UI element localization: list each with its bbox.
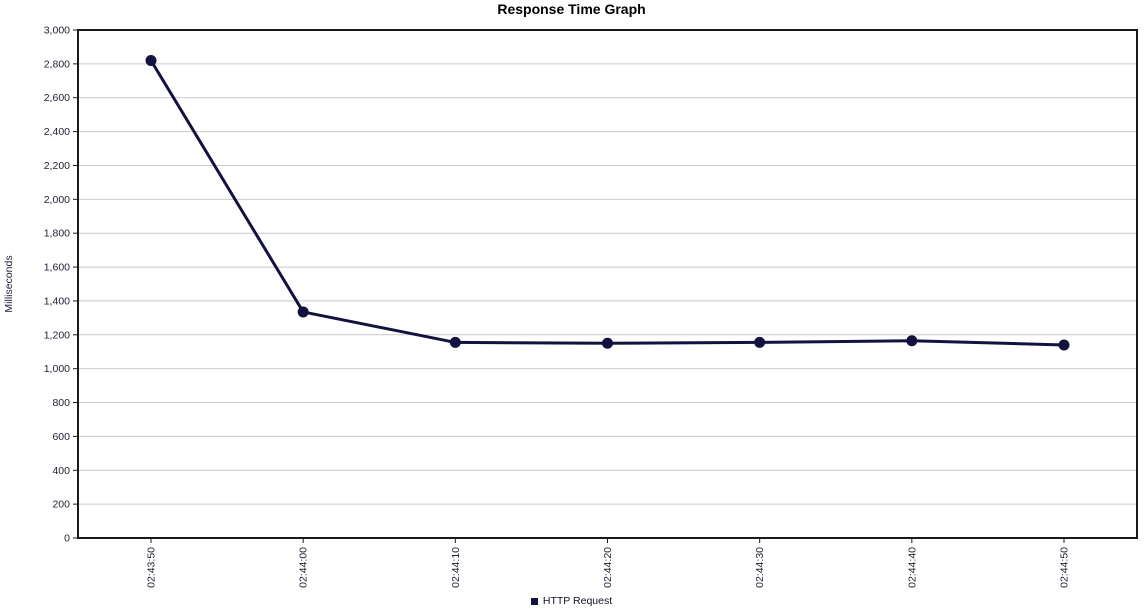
y-tick-label: 1,600 — [44, 262, 70, 274]
x-tick-label: 02:44:20 — [602, 547, 614, 588]
data-point — [297, 306, 309, 318]
y-tick-label: 1,200 — [44, 329, 70, 341]
y-tick-label: 800 — [52, 397, 70, 409]
data-point — [145, 54, 157, 66]
y-tick-label: 3,000 — [44, 25, 70, 37]
x-tick-label: 02:43:50 — [146, 547, 158, 588]
y-tick-label: 0 — [64, 533, 70, 545]
plot-border — [77, 29, 1138, 539]
legend: HTTP Request — [0, 595, 1143, 607]
y-tick-label: 200 — [52, 499, 70, 511]
x-tick-label: 02:44:40 — [906, 547, 918, 588]
data-point — [1058, 339, 1070, 351]
x-tick-label: 02:44:30 — [754, 547, 766, 588]
data-point — [754, 336, 766, 348]
y-tick-label: 2,200 — [44, 160, 70, 172]
x-tick-label: 02:44:50 — [1059, 547, 1071, 588]
y-tick-label: 1,000 — [44, 363, 70, 375]
data-point — [906, 335, 918, 347]
y-tick-label: 1,400 — [44, 295, 70, 307]
y-tick-label: 2,600 — [44, 92, 70, 104]
y-tick-label: 2,400 — [44, 126, 70, 138]
x-tick-label: 02:44:10 — [450, 547, 462, 588]
y-axis-label: Milliseconds — [3, 255, 15, 312]
x-tick-label: 02:44:00 — [298, 547, 310, 588]
legend-series-label: HTTP Request — [542, 595, 613, 607]
legend-swatch-icon — [530, 597, 538, 605]
data-point — [602, 337, 613, 349]
y-tick-label: 600 — [52, 431, 70, 443]
y-tick-label: 2,800 — [44, 58, 70, 70]
data-point — [449, 336, 461, 348]
chart-title: Response Time Graph — [497, 1, 646, 17]
series-line — [149, 58, 1066, 347]
plot-generated-content: 0 200 400 600 800 1,000 1,200 1,400 1,600 1,800 2,… — [44, 25, 1138, 588]
y-tick-label: 2,000 — [44, 194, 70, 206]
y-tick-label: 1,800 — [44, 228, 70, 240]
y-tick-label: 400 — [52, 465, 70, 477]
